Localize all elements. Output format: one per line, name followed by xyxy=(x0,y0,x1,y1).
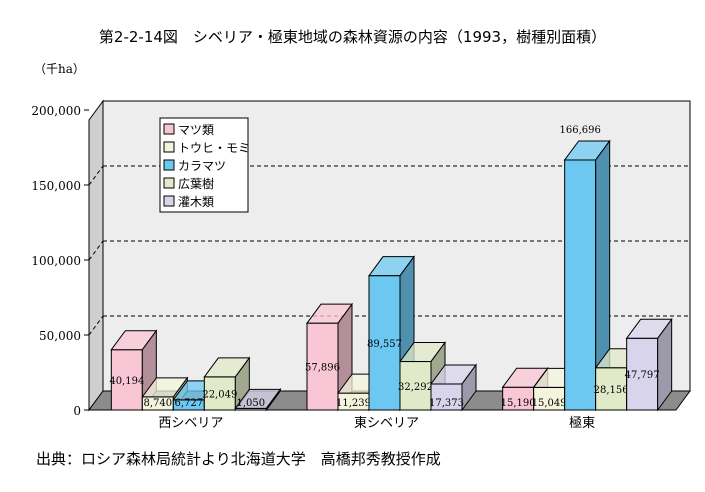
legend-box xyxy=(159,117,249,213)
bar-data-label: 32,292 xyxy=(398,382,433,393)
bar-data-label: 15,190 xyxy=(501,398,536,409)
bar-front xyxy=(564,159,597,411)
legend-swatch xyxy=(163,141,175,153)
bar-data-label: 40,194 xyxy=(109,376,144,387)
category-label: 西シベリア xyxy=(158,416,223,431)
plot-side-wall xyxy=(88,99,104,412)
legend-swatch xyxy=(163,195,175,207)
legend-entry: トウヒ・モミ xyxy=(178,141,250,155)
y-tick-label: 50,000 xyxy=(39,329,81,343)
legend-entry: カラマツ xyxy=(178,159,226,173)
bar-front xyxy=(368,275,401,411)
legend-entry: 灌木類 xyxy=(178,195,214,209)
bar-front xyxy=(110,349,143,411)
legend-entry: マツ類 xyxy=(178,123,214,137)
legend-entry: 広葉樹 xyxy=(178,177,214,191)
y-tick-label: 100,000 xyxy=(31,254,81,268)
bar-data-label: 15,049 xyxy=(532,398,567,409)
y-tick-label: 200,000 xyxy=(31,104,81,118)
category-label: 極東 xyxy=(569,415,595,431)
bar-data-label: 166,696 xyxy=(559,125,600,136)
gridline-diagonal xyxy=(88,240,104,261)
bar-data-label: 57,896 xyxy=(305,363,340,374)
gridline-diagonal xyxy=(88,165,104,186)
bar-data-label: 47,797 xyxy=(625,370,660,381)
bar-data-label: 89,557 xyxy=(367,339,402,350)
bar-data-label: 17,373 xyxy=(429,398,464,409)
bar-data-label: 22,049 xyxy=(202,389,237,400)
y-axis-unit: （千ha） xyxy=(34,62,85,76)
y-tick-label: 0 xyxy=(73,404,81,418)
bar-data-label: 8,740 xyxy=(144,398,173,409)
y-tick-label: 150,000 xyxy=(31,179,81,193)
chart-title: 第2-2-14図 シベリア・極東地域の森林資源の内容（1993，樹種別面積） xyxy=(98,28,607,46)
legend-swatch xyxy=(163,123,175,135)
bar-data-label: 6,727 xyxy=(175,398,204,409)
bar-front xyxy=(399,361,432,411)
bar-side xyxy=(265,387,281,412)
bar-data-label: 28,156 xyxy=(594,385,629,396)
bar-data-label: 11,239 xyxy=(336,398,371,409)
gridline-diagonal xyxy=(88,315,104,336)
bar-data-label: 1,050 xyxy=(237,398,266,409)
category-label: 東シベリア xyxy=(354,415,419,431)
source-note: 出典：ロシア森林局統計より北海道大学 高橋邦秀教授作成 xyxy=(36,450,441,468)
bar-front xyxy=(626,337,659,411)
bar-side xyxy=(461,363,477,412)
bar-side xyxy=(657,317,673,412)
legend-swatch xyxy=(163,159,175,171)
bar-front xyxy=(595,367,628,411)
legend-swatch xyxy=(163,177,175,189)
